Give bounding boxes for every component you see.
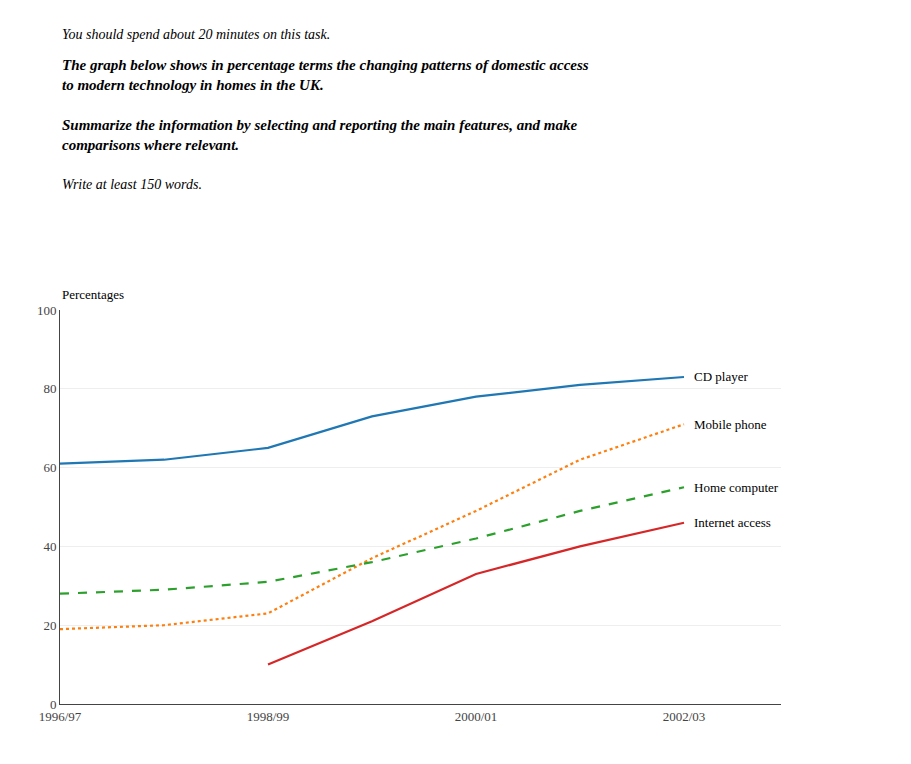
svg-text:CD player: CD player [694,369,748,384]
svg-text:0: 0 [50,697,57,712]
svg-text:2002/03: 2002/03 [663,709,706,724]
svg-text:Mobile phone: Mobile phone [694,417,767,432]
svg-text:60: 60 [43,460,56,475]
svg-text:Internet access: Internet access [694,515,771,530]
svg-text:Summarize the information by s: Summarize the information by selecting a… [62,117,577,153]
svg-text:1996/97: 1996/97 [39,709,82,724]
svg-text:Write at least 150 words.: Write at least 150 words. [62,177,202,192]
svg-text:100: 100 [37,303,57,318]
svg-text:80: 80 [43,381,56,396]
svg-text:40: 40 [43,539,56,554]
svg-text:Percentages: Percentages [62,287,124,302]
svg-text:2000/01: 2000/01 [455,709,498,724]
svg-text:The graph below shows in perce: The graph below shows in percentage term… [62,57,589,93]
svg-text:You should spend about 20 minu: You should spend about 20 minutes on thi… [62,27,330,42]
svg-text:20: 20 [43,618,56,633]
svg-text:Home computer: Home computer [694,480,779,495]
svg-text:1998/99: 1998/99 [247,709,290,724]
